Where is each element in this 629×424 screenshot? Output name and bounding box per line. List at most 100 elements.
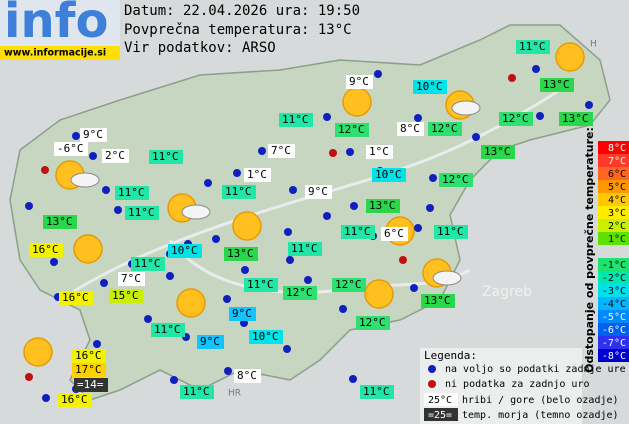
station-label-bg <box>109 289 143 303</box>
station-label: 11°C <box>437 225 464 238</box>
station-dot <box>323 212 331 220</box>
station-label-bg <box>234 369 261 383</box>
station-label-bg <box>268 144 295 158</box>
legend-text: 25°C <box>428 395 452 406</box>
station-label: 7°C <box>121 272 141 285</box>
station-dot <box>258 147 266 155</box>
station-dot <box>224 367 232 375</box>
station-label-bg <box>559 112 593 126</box>
station-label: 16°C <box>32 243 59 256</box>
station-label-bg <box>151 323 185 337</box>
scale-swatch <box>598 154 629 167</box>
station-label: 11°C <box>128 206 155 219</box>
station-dot-missing <box>508 74 516 82</box>
station-label: 9°C <box>349 75 369 88</box>
station-label-bg <box>115 186 149 200</box>
station-dot <box>93 340 101 348</box>
sun-icon <box>342 87 372 117</box>
legend-swatch <box>424 393 458 406</box>
station-dot <box>42 394 50 402</box>
scale-swatch <box>598 167 629 180</box>
scale-swatch <box>598 232 629 245</box>
station-dot <box>89 152 97 160</box>
station-label-bg <box>244 168 271 182</box>
scale-title: Odstopanje od povprečne temperature: <box>583 127 596 373</box>
station-dot <box>212 235 220 243</box>
scale-label: -2°C <box>602 273 626 284</box>
station-label-bg <box>360 385 394 399</box>
station-label-bg <box>244 278 278 292</box>
cloud-icon <box>70 172 100 188</box>
station-label: -6°C <box>57 142 84 155</box>
station-label-bg <box>288 242 322 256</box>
cloud-icon <box>451 100 481 116</box>
station-label-bg <box>58 393 92 407</box>
station-label-bg <box>118 272 145 286</box>
station-label: 13°C <box>369 199 396 212</box>
station-label: 12°C <box>442 173 469 186</box>
sun-icon <box>176 288 206 318</box>
station-label: 16°C <box>61 393 88 406</box>
station-label: 13°C <box>543 78 570 91</box>
station-dot <box>283 345 291 353</box>
station-label: 15°C <box>112 289 139 302</box>
station-label-bg <box>381 227 408 241</box>
station-label: 9°C <box>308 185 328 198</box>
station-label: 1°C <box>369 145 389 158</box>
scale-swatch <box>598 271 629 284</box>
station-label-bg <box>332 278 366 292</box>
scale-swatch <box>598 141 629 154</box>
station-label-bg <box>180 385 214 399</box>
station-label-bg <box>249 330 283 344</box>
station-label-bg <box>74 378 108 392</box>
station-label-bg <box>80 128 107 142</box>
legend-text: temp. morja (temno ozadje) <box>462 410 619 421</box>
map-label: HR <box>228 389 241 399</box>
scale-label: -7°C <box>602 338 626 349</box>
scale-label: 1°C <box>608 234 626 245</box>
station-label-bg <box>222 185 256 199</box>
station-label: 7°C <box>271 144 291 157</box>
scale-label: -3°C <box>602 286 626 297</box>
station-label: 11°C <box>344 225 371 238</box>
station-dot <box>410 284 418 292</box>
station-dot <box>532 65 540 73</box>
map-label: H <box>590 40 597 50</box>
scale-swatch <box>598 336 629 349</box>
station-label: 12°C <box>335 278 362 291</box>
station-label-bg <box>229 307 256 321</box>
legend-dot <box>428 380 436 388</box>
station-dot <box>349 375 357 383</box>
scale-label: 8°C <box>608 143 626 154</box>
legend-text: ni podatka za zadnjo uro <box>445 379 590 390</box>
station-dot <box>144 315 152 323</box>
logo: info <box>4 0 108 49</box>
station-label: 9°C <box>200 335 220 348</box>
station-label-bg <box>305 185 332 199</box>
scale-label: -8°C <box>602 351 626 362</box>
station-label: 8°C <box>237 369 257 382</box>
station-label-bg <box>224 247 258 261</box>
station-label: 13°C <box>484 145 511 158</box>
station-dot <box>472 133 480 141</box>
station-label-bg <box>341 225 375 239</box>
scale-swatch <box>598 180 629 193</box>
station-label: 12°C <box>338 123 365 136</box>
station-dot <box>304 276 312 284</box>
station-label: 13°C <box>227 247 254 260</box>
station-dot <box>284 228 292 236</box>
station-dot-missing <box>329 149 337 157</box>
header-line: Povprečna temperatura: 13°C <box>124 22 352 38</box>
station-label-bg <box>283 286 317 300</box>
station-dot <box>72 132 80 140</box>
station-label-bg <box>335 123 369 137</box>
scale-swatch <box>598 206 629 219</box>
url: www.informacije.si <box>4 48 106 59</box>
station-dot <box>25 202 33 210</box>
scale-label: 2°C <box>608 221 626 232</box>
scale-swatch <box>598 349 629 362</box>
scale-label: 5°C <box>608 182 626 193</box>
station-dot <box>536 112 544 120</box>
sun-icon <box>23 337 53 367</box>
scale-swatch <box>598 258 629 271</box>
